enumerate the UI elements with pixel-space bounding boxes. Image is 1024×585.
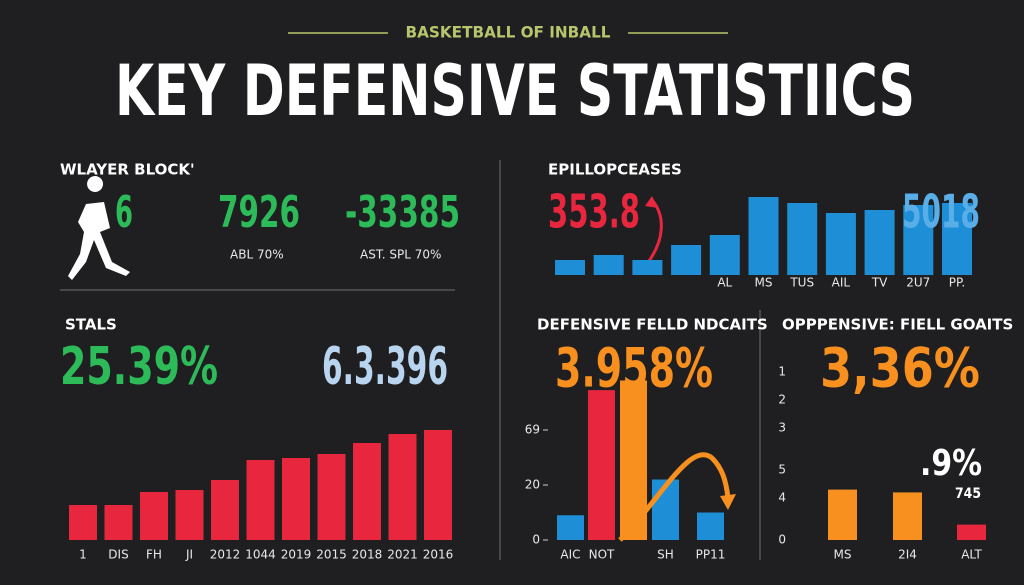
bar xyxy=(593,255,624,275)
x-tick-label: MS xyxy=(834,548,852,562)
x-tick-label: 2U7 xyxy=(906,276,930,290)
annotation: .9% xyxy=(920,443,982,484)
x-tick-label: 2019 xyxy=(281,548,312,562)
y-tick-label: 0 xyxy=(778,533,786,547)
bar xyxy=(942,203,972,275)
x-tick-label: AL xyxy=(717,276,732,290)
bar xyxy=(140,492,168,540)
bar xyxy=(957,524,986,540)
player-icon xyxy=(68,176,130,280)
y-tick-label: 0 xyxy=(532,533,540,547)
x-tick-label: SH xyxy=(657,548,674,562)
bar xyxy=(864,210,895,275)
x-tick-label: TUS xyxy=(789,276,814,290)
y-tick-label: 69 xyxy=(525,423,540,437)
bar xyxy=(69,505,97,540)
bar xyxy=(175,490,204,540)
x-tick-label: 2021 xyxy=(387,548,418,562)
bar xyxy=(246,460,275,540)
annotation: 25.39% xyxy=(60,337,218,397)
x-tick-label: DIS xyxy=(108,548,128,562)
stat-value: 7926 xyxy=(218,187,300,238)
stat-value: -33385 xyxy=(345,187,460,238)
x-tick-label: AIC xyxy=(560,548,580,562)
x-tick-label: 2015 xyxy=(316,548,347,562)
annotation: 3,36% xyxy=(820,337,980,400)
bar xyxy=(388,434,417,540)
x-tick-label: MS xyxy=(755,276,773,290)
bar xyxy=(903,205,934,275)
bar xyxy=(104,505,133,540)
x-tick-label: 2012 xyxy=(210,548,241,562)
x-tick-label: PP. xyxy=(949,276,965,290)
bar xyxy=(709,235,740,275)
chart-title: EPILLOPCEASES xyxy=(548,161,682,179)
bar xyxy=(588,390,615,540)
y-tick-label: 4 xyxy=(778,491,786,505)
bar xyxy=(697,512,724,540)
bar xyxy=(748,197,779,275)
arrow-head xyxy=(645,196,658,208)
bar xyxy=(282,458,310,540)
bar xyxy=(828,489,857,540)
bar xyxy=(424,430,452,540)
y-tick-label: 5 xyxy=(778,463,786,477)
annotation: 745 xyxy=(955,486,981,502)
x-tick-label: TV xyxy=(871,276,888,290)
bar xyxy=(787,203,818,275)
bar xyxy=(555,260,585,275)
stat-label: ABL 70% xyxy=(230,248,284,262)
x-tick-label: JI xyxy=(185,548,193,562)
bar xyxy=(893,492,922,540)
chart-title: OPPPENSIVE: FIELL GOAITS xyxy=(782,316,1013,334)
annotation: 3.958% xyxy=(555,337,713,400)
x-tick-label: PP11 xyxy=(696,548,726,562)
bar xyxy=(632,260,663,275)
x-tick-label: NOT xyxy=(589,548,615,562)
y-tick-label: 2 xyxy=(778,393,786,407)
arrow xyxy=(618,452,731,542)
bar xyxy=(557,515,584,540)
x-tick-label: 2016 xyxy=(423,548,454,562)
x-tick-label: FH xyxy=(146,548,162,562)
bar xyxy=(317,454,346,540)
brand: BASKETBALL OF INBALL xyxy=(406,23,611,42)
bar xyxy=(353,443,381,540)
y-tick-label: 3 xyxy=(778,421,786,435)
y-tick-label: 20 xyxy=(525,478,540,492)
chart-title: STALS xyxy=(65,316,117,334)
annotation: 353.8 xyxy=(548,185,640,239)
bar xyxy=(825,213,856,275)
x-tick-label: 1044 xyxy=(245,548,276,562)
x-tick-label: ALT xyxy=(961,548,982,562)
main-title: KEY DEFENSIVE STATISTIICS xyxy=(115,50,915,132)
chart-title: DEFENSIVE FELLD NDCAITS xyxy=(537,316,768,334)
section-title: WLAYER BLOCK' xyxy=(60,161,195,179)
x-tick-label: 2018 xyxy=(352,548,383,562)
bar xyxy=(671,245,702,275)
arrow-head xyxy=(720,494,736,510)
annotation: 6.3.396 xyxy=(322,337,448,397)
x-tick-label: 2I4 xyxy=(898,548,917,562)
stat-value: 6 xyxy=(115,187,133,238)
x-tick-label: 1 xyxy=(79,548,87,562)
annotation: 5018 xyxy=(902,185,980,239)
y-tick-label: 1 xyxy=(778,365,786,379)
bar xyxy=(211,480,239,540)
stat-label: AST. SPL 70% xyxy=(360,248,441,262)
x-tick-label: AIL xyxy=(832,276,851,290)
